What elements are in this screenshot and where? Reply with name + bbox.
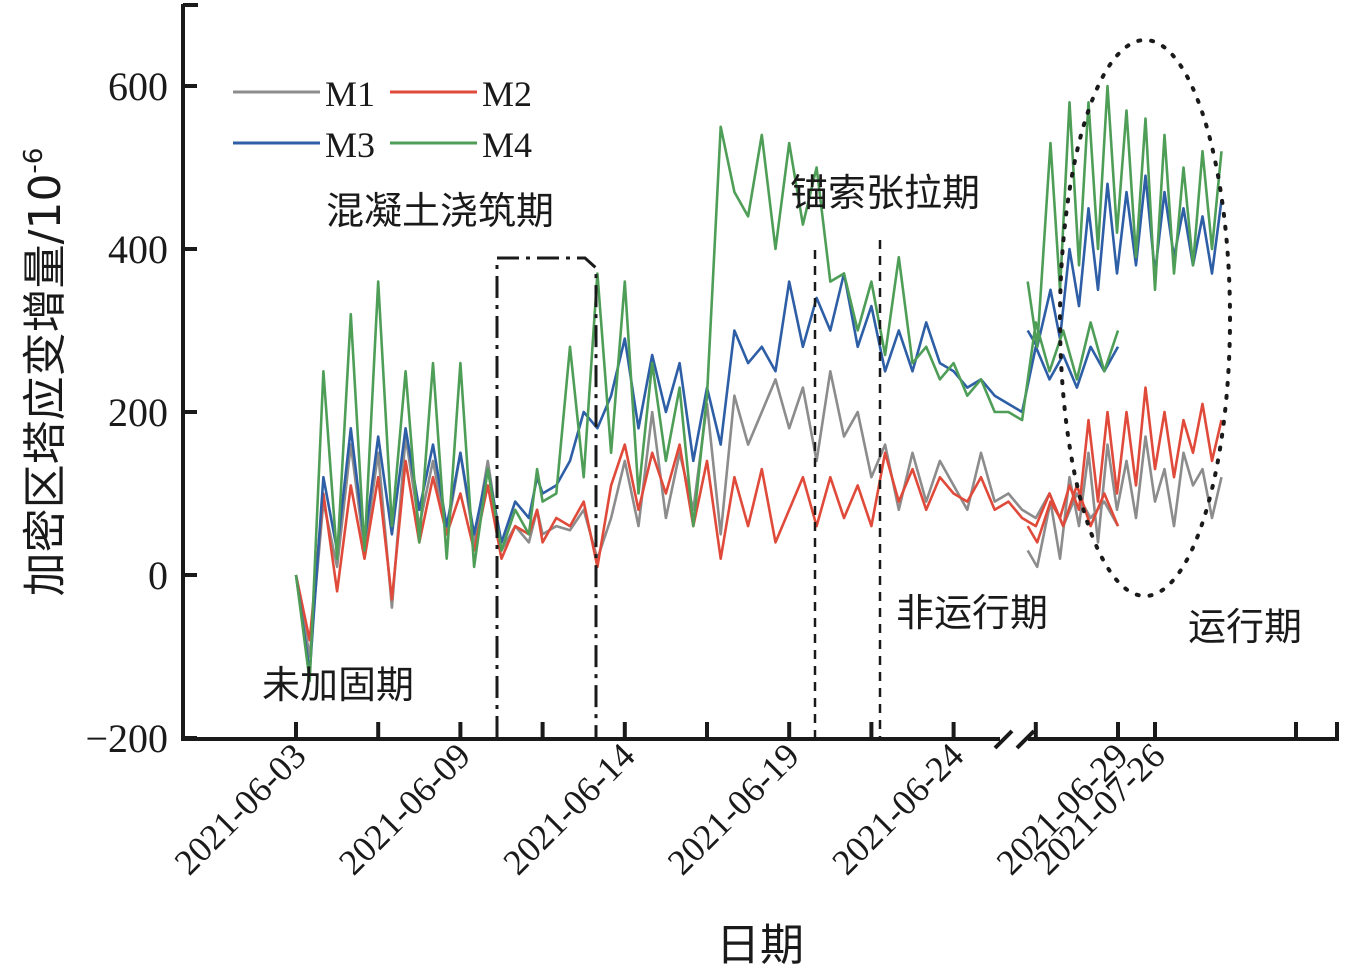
annotation-non-operation: 非运行期 — [896, 591, 1048, 635]
concrete-pouring-box — [495, 256, 598, 738]
series-line-m3-part2 — [1026, 174, 1223, 349]
legend-label-m2: M2 — [482, 74, 532, 114]
x-tick-label: 2021-06-14 — [495, 735, 642, 882]
y-tick-label: 0 — [148, 553, 168, 598]
y-axis-title: 加密区塔应变增量/10-6 — [19, 148, 71, 597]
series-line-m2-part2 — [1026, 386, 1223, 544]
series-layer — [294, 84, 1223, 683]
x-tick-label: 2021-06-24 — [824, 735, 971, 882]
annotation-anchor-tension: 锚索张拉期 — [790, 171, 980, 215]
annotation-concrete-pouring: 混凝土浇筑期 — [326, 189, 554, 233]
y-tick-label: 600 — [108, 64, 168, 109]
axis-break-mark-2 — [1015, 729, 1036, 750]
series-line-m2-part1 — [294, 443, 1120, 642]
legend-label-m4: M4 — [482, 125, 532, 165]
y-tick-label: 400 — [108, 227, 168, 272]
annotation-unreinforced: 未加固期 — [262, 663, 414, 707]
y-tick-label: 200 — [108, 390, 168, 435]
y-axis-title-main: 加密区塔应变增量/10 — [20, 174, 71, 597]
legend-label-m1: M1 — [325, 74, 375, 114]
y-tick-label: −200 — [85, 716, 168, 761]
annotations: 未加固期 混凝土浇筑期 锚索张拉期 非运行期 运行期 — [262, 171, 1302, 707]
x-axis-title: 日期 — [716, 920, 804, 971]
series-line-m4-part1 — [294, 125, 1120, 683]
operation-ellipse — [1058, 38, 1232, 598]
legend-label-m3: M3 — [325, 125, 375, 165]
region-markers — [495, 38, 1232, 738]
axis-break-mark-1 — [993, 729, 1014, 750]
annotation-operation: 运行期 — [1188, 605, 1302, 649]
axes — [181, 3, 1339, 750]
y-axis-title-exponent: -6 — [19, 148, 49, 174]
legend: M1 M2 M3 M4 — [233, 74, 532, 165]
x-tick-label: 2021-06-09 — [331, 735, 478, 882]
x-tick-label: 2021-06-03 — [167, 735, 314, 882]
x-tick-label: 2021-06-19 — [660, 735, 807, 882]
series-line-m1-part2 — [1026, 435, 1223, 569]
